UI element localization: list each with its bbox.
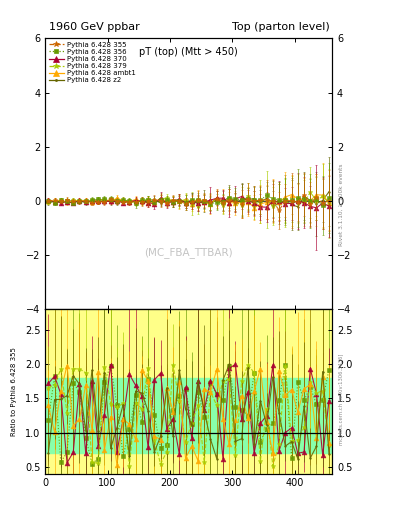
Text: pT (top) (Mtt > 450): pT (top) (Mtt > 450)	[139, 47, 238, 56]
Text: (MC_FBA_TTBAR): (MC_FBA_TTBAR)	[144, 247, 233, 258]
Text: mcplots.cern.ch [arXiv:1306.3436]: mcplots.cern.ch [arXiv:1306.3436]	[339, 354, 344, 445]
Text: 1960 GeV ppbar: 1960 GeV ppbar	[49, 22, 140, 32]
Legend: Pythia 6.428 355, Pythia 6.428 356, Pythia 6.428 370, Pythia 6.428 379, Pythia 6: Pythia 6.428 355, Pythia 6.428 356, Pyth…	[47, 40, 138, 85]
Text: Top (parton level): Top (parton level)	[232, 22, 330, 32]
Y-axis label: Ratio to Pythia 6.428 355: Ratio to Pythia 6.428 355	[11, 347, 17, 436]
Text: Rivet 3.1.10, ≥ 100k events: Rivet 3.1.10, ≥ 100k events	[339, 163, 344, 246]
